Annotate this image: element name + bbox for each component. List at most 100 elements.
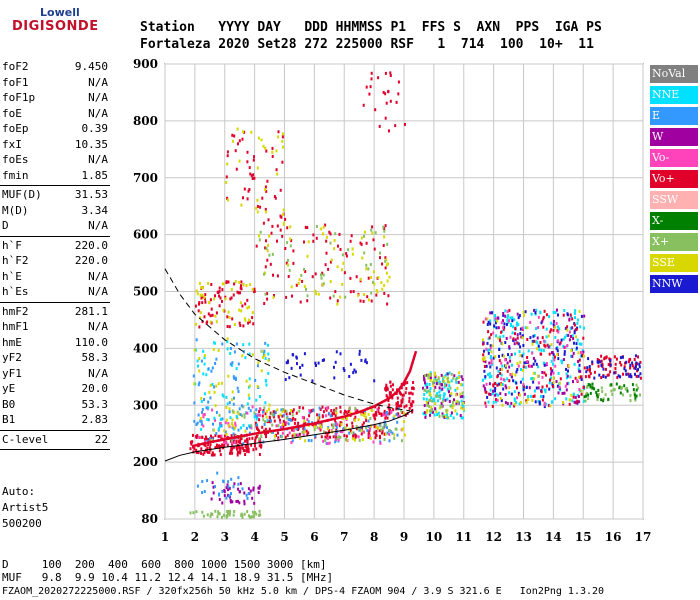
echo-point: [532, 371, 535, 375]
echo-point: [222, 513, 225, 517]
echo-point: [362, 421, 365, 425]
echo-point: [207, 406, 210, 410]
echo-point: [204, 440, 206, 444]
echo-point: [200, 296, 203, 300]
echo-point: [217, 510, 220, 514]
echo-point: [435, 410, 438, 414]
echo-point: [295, 411, 298, 415]
echo-point: [424, 415, 427, 419]
echo-point: [201, 408, 204, 411]
echo-point: [276, 224, 279, 228]
echo-point: [354, 418, 357, 422]
echo-point: [608, 357, 611, 361]
echo-point: [575, 401, 578, 405]
echo-point: [516, 312, 519, 316]
echo-point: [499, 372, 502, 375]
echo-point: [225, 181, 228, 184]
echo-point: [241, 446, 244, 450]
echo-point: [552, 362, 555, 366]
echo-point: [530, 377, 533, 381]
echo-point: [268, 253, 271, 257]
echo-point: [580, 375, 583, 379]
echo-point: [250, 130, 253, 134]
echo-point: [257, 486, 260, 490]
echo-point: [360, 413, 363, 417]
echo-point: [389, 380, 392, 384]
echo-point: [495, 392, 498, 396]
echo-point: [264, 357, 267, 360]
echo-point: [218, 449, 221, 453]
echo-point: [446, 397, 449, 401]
echo-point: [228, 513, 231, 517]
echo-point: [339, 410, 342, 414]
echo-point: [229, 362, 232, 366]
echo-point: [637, 386, 640, 390]
echo-point: [221, 342, 224, 346]
echo-point: [386, 302, 389, 306]
echo-point: [215, 320, 218, 324]
echo-point: [201, 480, 204, 483]
echo-point: [286, 241, 289, 245]
echo-point: [573, 329, 576, 333]
echo-point: [389, 99, 392, 103]
echo-point: [552, 352, 555, 356]
echo-point: [303, 430, 306, 434]
echo-point: [438, 414, 441, 418]
echo-point: [501, 329, 504, 333]
echo-point: [230, 439, 233, 443]
echo-point: [383, 229, 386, 233]
echo-point: [456, 412, 459, 416]
echo-point: [500, 361, 503, 365]
param-separator: [0, 185, 110, 186]
echo-point: [400, 386, 403, 390]
echo-point: [395, 402, 398, 406]
echo-point: [522, 383, 525, 387]
echo-point: [552, 310, 555, 314]
param-name: hmF1: [2, 320, 29, 333]
echo-point: [456, 386, 459, 390]
echo-point: [531, 376, 534, 380]
echo-point: [270, 231, 273, 235]
echo-point: [360, 429, 363, 433]
echo-point: [425, 390, 428, 394]
param-value: 1.85: [81, 168, 109, 182]
echo-point: [533, 308, 535, 312]
echo-point: [582, 350, 585, 354]
echo-point: [202, 424, 205, 428]
echo-point: [315, 292, 318, 296]
echo-point: [287, 263, 289, 267]
echo-point: [535, 327, 538, 331]
echo-point: [550, 321, 553, 325]
echo-point: [326, 427, 329, 431]
echo-point: [209, 298, 212, 302]
echo-point: [396, 403, 399, 407]
echo-point: [623, 367, 626, 371]
echo-point: [355, 425, 358, 429]
echo-point: [442, 379, 444, 383]
echo-point: [522, 388, 525, 392]
echo-point: [262, 144, 265, 148]
legend-item: E: [650, 107, 698, 125]
echo-point: [489, 388, 492, 392]
echo-point: [492, 331, 495, 335]
echo-point: [438, 390, 441, 394]
echo-point: [540, 394, 542, 398]
echo-point: [614, 362, 617, 366]
echo-point: [378, 412, 381, 415]
echo-point: [232, 485, 235, 489]
echo-point: [246, 496, 249, 500]
echo-point: [231, 437, 234, 441]
echo-point: [298, 432, 301, 436]
echo-point: [395, 405, 398, 409]
echo-point: [308, 414, 311, 418]
echo-point: [507, 353, 509, 357]
echo-point: [218, 413, 221, 417]
echo-point: [482, 384, 485, 388]
echo-point: [220, 445, 222, 448]
echo-point: [239, 482, 242, 486]
echo-point: [404, 381, 407, 385]
echo-point: [320, 227, 323, 231]
echo-point: [218, 304, 221, 308]
echo-point: [433, 399, 436, 403]
echo-point: [534, 311, 537, 315]
